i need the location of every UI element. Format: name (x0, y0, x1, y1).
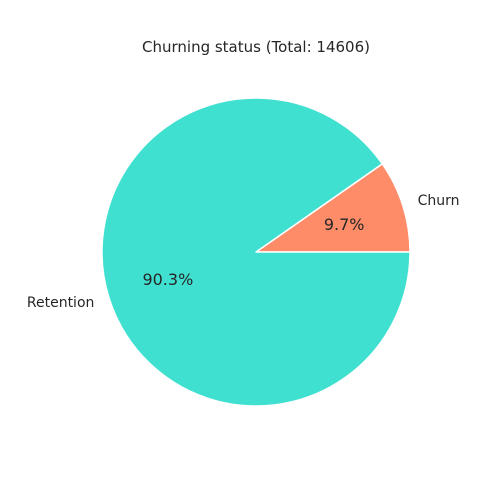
slice-label-churn: Churn (418, 193, 460, 209)
slice-percent-retention: 90.3% (142, 270, 193, 289)
pie-slices (101, 97, 411, 407)
slice-percent-churn: 9.7% (324, 215, 365, 234)
pie-slice-retention (101, 97, 411, 407)
pie-slice-churn (255, 163, 411, 253)
chart-title: Churning status (Total: 14606) (142, 38, 370, 56)
slice-label-retention: Retention (27, 295, 95, 311)
pie-labels: Churn 9.7% Retention 90.3% (27, 193, 460, 311)
